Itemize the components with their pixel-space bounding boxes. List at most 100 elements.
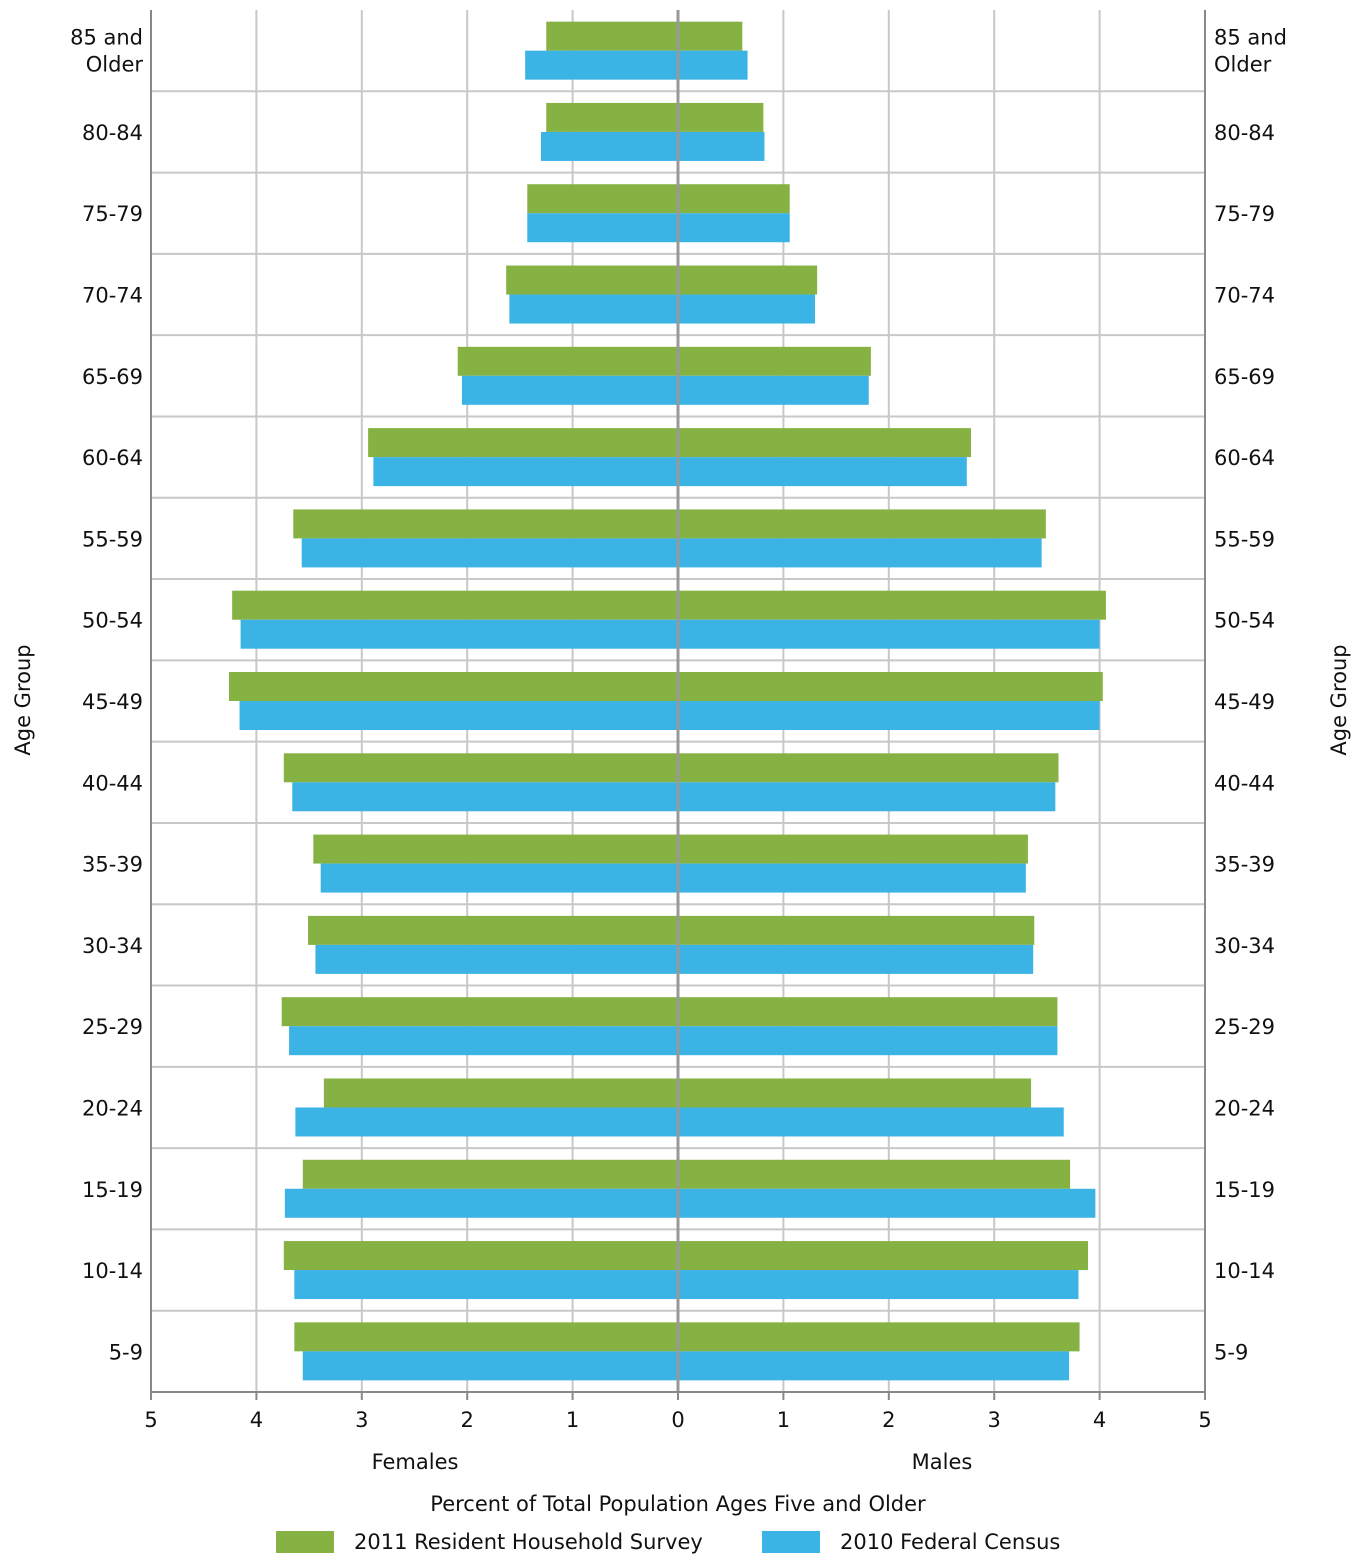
bar-male-census-50-54: [678, 619, 1100, 649]
y-tick-label-left-85-and-older: 85 and Older: [70, 26, 143, 77]
labels-layer: Females Males Percent of Total Populatio…: [11, 26, 1351, 1516]
bar-male-census-5-9: [678, 1351, 1070, 1381]
bar-female-survey-50-54: [232, 590, 678, 620]
bar-female-census-35-39: [320, 863, 678, 893]
bar-male-survey-75-79: [678, 184, 790, 214]
y-tick-label-right-5-9: 5-9: [1214, 1340, 1248, 1364]
y-tick-label-left-30-34: 30-34: [82, 934, 143, 958]
bar-male-survey-70-74: [678, 265, 818, 295]
bar-female-census-30-34: [315, 944, 678, 974]
bar-male-survey-45-49: [678, 672, 1103, 701]
bar-male-survey-40-44: [678, 753, 1059, 783]
bar-female-census-40-44: [292, 782, 678, 812]
bar-female-census-25-29: [289, 1026, 678, 1056]
x-tick-label: 5: [144, 1408, 157, 1432]
bar-male-survey-80-84: [678, 102, 764, 132]
y-tick-label-left-60-64: 60-64: [82, 446, 143, 470]
y-tick-label-left-65-69: 65-69: [82, 365, 143, 389]
y-tick-label-left-80-84: 80-84: [82, 121, 143, 145]
bar-female-survey-30-34: [308, 915, 678, 945]
y-tick-label-right-65-69: 65-69: [1214, 365, 1275, 389]
y-tick-label-left-5-9: 5-9: [109, 1340, 143, 1364]
bar-female-census-20-24: [295, 1107, 678, 1137]
bar-male-census-30-34: [678, 944, 1034, 974]
legend-swatch-survey: [276, 1531, 334, 1553]
y-tick-label-right-35-39: 35-39: [1214, 853, 1275, 877]
y-tick-label-right-60-64: 60-64: [1214, 446, 1275, 470]
bar-male-census-45-49: [678, 701, 1100, 730]
bar-female-census-70-74: [509, 294, 678, 324]
females-label: Females: [372, 1450, 459, 1474]
bar-female-census-85-and-older: [525, 50, 678, 80]
y-tick-label-left-45-49: 45-49: [82, 690, 143, 714]
bar-female-survey-15-19: [302, 1159, 678, 1189]
bar-female-survey-80-84: [546, 102, 678, 132]
bar-male-census-85-and-older: [678, 50, 748, 80]
bar-male-census-35-39: [678, 863, 1026, 893]
bar-female-survey-5-9: [294, 1322, 678, 1352]
bar-male-survey-30-34: [678, 915, 1035, 945]
bar-male-survey-10-14: [678, 1241, 1089, 1271]
bar-female-census-55-59: [301, 538, 678, 568]
bars-layer: [228, 21, 1106, 1381]
y-tick-label-right-15-19: 15-19: [1214, 1178, 1275, 1202]
y-tick-label-right-55-59: 55-59: [1214, 527, 1275, 551]
y-tick-label-right-50-54: 50-54: [1214, 609, 1275, 633]
x-tick-label: 3: [355, 1408, 368, 1432]
bar-female-survey-75-79: [527, 184, 678, 214]
bar-male-census-25-29: [678, 1026, 1058, 1056]
bar-female-survey-65-69: [457, 346, 678, 376]
bar-male-census-20-24: [678, 1107, 1064, 1137]
bar-male-survey-85-and-older: [678, 21, 743, 51]
bar-male-survey-50-54: [678, 590, 1106, 620]
x-tick-label: 2: [461, 1408, 474, 1432]
y-tick-label-right-10-14: 10-14: [1214, 1259, 1275, 1283]
x-tick-label: 1: [566, 1408, 579, 1432]
legend-label-census: 2010 Federal Census: [840, 1530, 1061, 1554]
bar-female-census-50-54: [240, 619, 678, 649]
y-axis-title-left: Age Group: [11, 644, 35, 755]
y-tick-label-right-70-74: 70-74: [1214, 284, 1275, 308]
y-tick-label-left-15-19: 15-19: [82, 1178, 143, 1202]
bar-female-survey-45-49: [228, 672, 678, 701]
y-tick-label-right-80-84: 80-84: [1214, 121, 1275, 145]
y-tick-label-left-40-44: 40-44: [82, 771, 143, 795]
bar-female-census-65-69: [461, 375, 678, 405]
bar-male-survey-55-59: [678, 509, 1046, 539]
x-axis-title: Percent of Total Population Ages Five an…: [430, 1492, 926, 1516]
plot-frame: [150, 10, 1206, 1400]
bar-male-survey-20-24: [678, 1078, 1032, 1108]
bar-female-survey-85-and-older: [546, 21, 678, 51]
bar-male-survey-60-64: [678, 428, 972, 458]
y-tick-label-left-10-14: 10-14: [82, 1259, 143, 1283]
bar-male-survey-25-29: [678, 997, 1058, 1027]
y-tick-label-right-85-and-older: 85 and Older: [1214, 26, 1287, 77]
legend: 2011 Resident Household Survey 2010 Fede…: [0, 1530, 1368, 1564]
y-tick-label-right-30-34: 30-34: [1214, 934, 1275, 958]
legend-label-survey: 2011 Resident Household Survey: [354, 1530, 703, 1554]
y-tick-label-right-25-29: 25-29: [1214, 1015, 1275, 1039]
x-tick-label: 4: [1093, 1408, 1106, 1432]
bar-male-survey-65-69: [678, 346, 871, 376]
bar-female-census-5-9: [302, 1351, 678, 1381]
y-tick-label-right-75-79: 75-79: [1214, 202, 1275, 226]
x-tick-label: 3: [988, 1408, 1001, 1432]
y-tick-label-left-75-79: 75-79: [82, 202, 143, 226]
bar-female-survey-35-39: [313, 834, 678, 864]
y-tick-label-right-45-49: 45-49: [1214, 690, 1275, 714]
bar-male-census-55-59: [678, 538, 1042, 568]
y-tick-label-left-25-29: 25-29: [82, 1015, 143, 1039]
x-tick-label: 5: [1198, 1408, 1211, 1432]
bar-male-census-15-19: [678, 1188, 1096, 1218]
bar-male-census-70-74: [678, 294, 816, 324]
y-tick-label-left-70-74: 70-74: [82, 284, 143, 308]
bar-male-census-60-64: [678, 457, 967, 487]
legend-item-census: 2010 Federal Census: [762, 1530, 1060, 1554]
bar-female-survey-10-14: [283, 1241, 678, 1271]
bar-male-census-80-84: [678, 131, 765, 161]
bar-female-survey-55-59: [293, 509, 678, 539]
bar-male-census-40-44: [678, 782, 1056, 812]
bar-female-census-80-84: [540, 131, 678, 161]
bar-male-survey-15-19: [678, 1159, 1071, 1189]
x-tick-label: 2: [882, 1408, 895, 1432]
